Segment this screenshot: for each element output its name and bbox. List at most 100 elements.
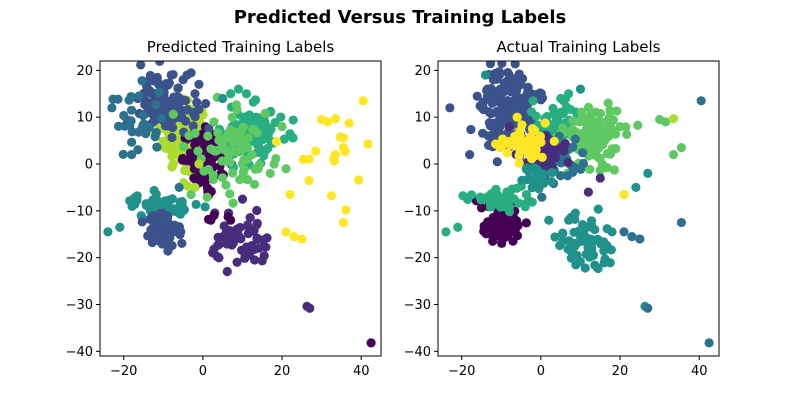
scatter-point — [576, 164, 586, 174]
scatter-point — [145, 214, 155, 224]
scatter-point — [528, 96, 538, 106]
scatter-point — [235, 138, 245, 148]
scatter-point — [136, 61, 146, 70]
scatter-point — [127, 150, 137, 160]
scatter-point — [522, 174, 532, 185]
scatter-point — [134, 91, 144, 101]
scatter-point — [668, 114, 679, 124]
scatter-point — [249, 179, 260, 190]
scatter-point — [488, 212, 498, 223]
scatter-point — [305, 303, 315, 313]
scatter-point — [182, 70, 192, 80]
scatter-point — [243, 133, 253, 143]
y-tick-label: 20 — [414, 64, 431, 79]
scatter-point — [151, 100, 161, 110]
scatter-point — [166, 70, 176, 80]
scatter-point — [696, 96, 706, 106]
scatter-point — [550, 232, 560, 242]
scatter-point — [599, 135, 609, 145]
scatter-point — [238, 167, 248, 178]
scatter-point — [511, 76, 521, 86]
scatter-point — [167, 132, 177, 143]
scatter-point — [194, 104, 204, 114]
scatter-point — [145, 230, 155, 241]
scatter-point — [212, 240, 223, 250]
y-tick-label: −40 — [66, 345, 93, 360]
scatter-point — [584, 239, 594, 249]
scatter-point — [115, 222, 125, 232]
scatter-point — [504, 70, 514, 80]
scatter-point — [564, 236, 574, 246]
scatter-point — [602, 224, 612, 234]
scatter-point — [285, 129, 295, 139]
scatter-point — [218, 232, 228, 242]
scatter-point — [238, 246, 248, 256]
subplot-actual: Actual Training Labels −20 0 20 4020100−10−… — [404, 38, 720, 379]
scatter-point — [575, 84, 586, 94]
scatter-point — [643, 168, 653, 178]
scatter-point — [540, 118, 550, 128]
scatter-point — [497, 61, 507, 68]
scatter-point — [235, 222, 245, 233]
scatter-point — [511, 86, 521, 96]
scatter-point — [118, 149, 128, 159]
scatter-point — [219, 221, 229, 231]
scatter-point — [546, 155, 557, 165]
scatter-point — [493, 219, 503, 229]
scatter-point — [537, 152, 547, 162]
scatter-point — [203, 131, 213, 141]
scatter-point — [154, 87, 164, 97]
scatter-point — [635, 234, 645, 244]
x-tick-label: 0 — [537, 364, 545, 379]
scatter-point — [179, 141, 189, 152]
axes-actual: −20 0 20 40 20 10 0 −10 −20 −30 −40 — [404, 60, 720, 379]
scatter-point — [330, 150, 341, 160]
scatter-point — [164, 226, 174, 236]
scatter-point — [508, 236, 518, 246]
scatter-point — [245, 212, 255, 223]
scatter-point — [179, 205, 189, 215]
scatter-point — [248, 124, 258, 135]
scatter-point — [619, 189, 629, 200]
scatter-point — [485, 61, 496, 69]
scatter-point — [602, 148, 612, 159]
scatter-point — [148, 110, 158, 120]
scatter-point — [479, 221, 489, 231]
scatter-point — [563, 244, 573, 254]
scatter-point — [232, 257, 242, 267]
y-tick-label: −20 — [66, 251, 93, 266]
scatter-point — [453, 222, 463, 232]
scatter-point — [167, 241, 177, 251]
scatter-point — [155, 79, 165, 89]
scatter-point — [577, 148, 588, 158]
scatter-point — [201, 99, 211, 109]
scatter-point — [155, 61, 165, 66]
scatter-point — [174, 222, 184, 232]
scatter-point — [521, 164, 531, 174]
subplot-predicted: Predicted Training Labels −20 0 20 4020100−… — [66, 38, 382, 379]
scatter-point — [103, 227, 113, 237]
scatter-point — [556, 171, 566, 181]
scatter-point — [547, 177, 557, 187]
scatter-point — [472, 91, 482, 101]
scatter-point — [603, 98, 613, 108]
scatter-point — [504, 121, 514, 132]
scatter-point — [213, 128, 223, 138]
scatter-point — [204, 123, 214, 134]
scatter-point — [521, 218, 531, 228]
scatter-point — [208, 170, 218, 180]
scatter-point — [552, 116, 562, 126]
scatter-point — [248, 97, 258, 107]
scatter-point — [174, 98, 184, 109]
scatter-point — [266, 124, 276, 134]
scatter-point — [587, 120, 597, 130]
scatter-point — [194, 79, 204, 90]
x-tick-label: 20 — [612, 364, 629, 379]
scatter-point — [622, 129, 632, 140]
scatter-point — [297, 234, 307, 244]
scatter-point — [335, 132, 345, 142]
scatter-point — [144, 122, 154, 133]
scatter-point — [130, 193, 140, 203]
scatter-point — [568, 116, 578, 126]
